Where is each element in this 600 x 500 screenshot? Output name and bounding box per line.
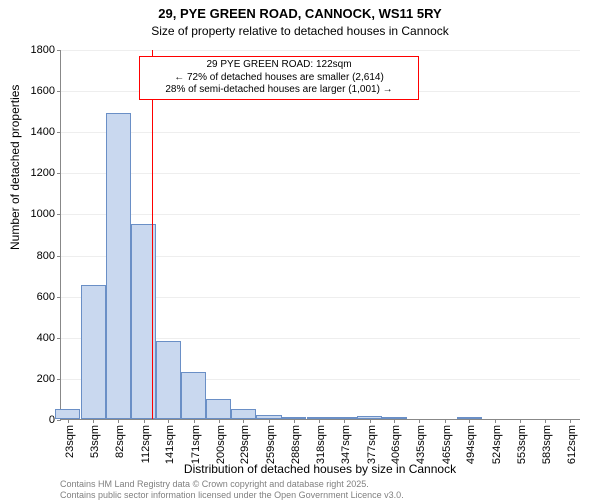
histogram-bar [106, 113, 131, 419]
x-tick [545, 419, 546, 423]
y-tick [57, 132, 61, 133]
y-tick [57, 256, 61, 257]
x-tick-label: 318sqm [315, 425, 327, 464]
x-tick-label: 200sqm [215, 425, 227, 464]
y-tick-label: 1400 [31, 126, 55, 138]
annotation-line: ← 72% of detached houses are smaller (2,… [146, 72, 412, 85]
gridline [61, 132, 580, 133]
x-tick [469, 419, 470, 423]
x-tick-label: 259sqm [265, 425, 277, 464]
x-tick-label: 524sqm [491, 425, 503, 464]
x-tick [219, 419, 220, 423]
x-tick [243, 419, 244, 423]
x-tick [495, 419, 496, 423]
y-tick-label: 1000 [31, 208, 55, 220]
x-tick [269, 419, 270, 423]
x-tick-label: 229sqm [239, 425, 251, 464]
annotation-line: 29 PYE GREEN ROAD: 122sqm [146, 59, 412, 72]
y-tick-label: 800 [37, 250, 55, 262]
x-tick [93, 419, 94, 423]
y-tick [57, 173, 61, 174]
x-tick-label: 377sqm [366, 425, 378, 464]
histogram-bar [181, 372, 206, 419]
y-axis-label: Number of detached properties [8, 85, 22, 250]
x-tick-label: 112sqm [140, 425, 152, 463]
property-marker-line [152, 50, 153, 419]
y-tick [57, 379, 61, 380]
y-tick-label: 400 [37, 332, 55, 344]
x-tick [344, 419, 345, 423]
x-tick-label: 141sqm [164, 425, 176, 464]
y-tick-label: 0 [49, 414, 55, 426]
x-tick [194, 419, 195, 423]
credits-line-2: Contains public sector information licen… [60, 490, 580, 500]
x-tick [294, 419, 295, 423]
gridline [61, 214, 580, 215]
gridline [61, 173, 580, 174]
x-tick-label: 612sqm [566, 425, 578, 464]
histogram-bar [55, 409, 80, 419]
chart-title: 29, PYE GREEN ROAD, CANNOCK, WS11 5RY [0, 6, 600, 21]
chart-container: { "title_line1": "29, PYE GREEN ROAD, CA… [0, 0, 600, 500]
y-tick-label: 1600 [31, 85, 55, 97]
y-tick [57, 420, 61, 421]
x-tick-label: 171sqm [190, 425, 202, 464]
y-tick [57, 214, 61, 215]
x-axis-label: Distribution of detached houses by size … [60, 462, 580, 476]
y-tick [57, 50, 61, 51]
x-tick-label: 435sqm [415, 425, 427, 464]
x-tick [319, 419, 320, 423]
y-tick-label: 1200 [31, 167, 55, 179]
plot-area: 02004006008001000120014001600180023sqm53… [60, 50, 580, 420]
x-tick [419, 419, 420, 423]
x-tick [370, 419, 371, 423]
annotation-box: 29 PYE GREEN ROAD: 122sqm← 72% of detach… [139, 56, 419, 100]
y-tick [57, 338, 61, 339]
x-tick [118, 419, 119, 423]
x-tick [68, 419, 69, 423]
x-tick-label: 347sqm [340, 425, 352, 464]
x-tick-label: 288sqm [290, 425, 302, 464]
gridline [61, 50, 580, 51]
x-tick [445, 419, 446, 423]
y-tick [57, 297, 61, 298]
credits-line-1: Contains HM Land Registry data © Crown c… [60, 479, 580, 489]
y-tick [57, 91, 61, 92]
x-tick-label: 53sqm [89, 425, 101, 458]
histogram-bar [206, 399, 231, 419]
x-tick-label: 82sqm [114, 425, 126, 458]
y-tick-label: 1800 [31, 44, 55, 56]
y-tick-label: 600 [37, 291, 55, 303]
chart-subtitle: Size of property relative to detached ho… [0, 24, 600, 38]
x-tick [394, 419, 395, 423]
x-tick-label: 583sqm [541, 425, 553, 464]
x-tick-label: 553sqm [516, 425, 528, 464]
x-tick-label: 23sqm [64, 425, 76, 458]
x-tick-label: 406sqm [390, 425, 402, 464]
annotation-line: 28% of semi-detached houses are larger (… [146, 84, 412, 97]
x-tick [570, 419, 571, 423]
x-tick [520, 419, 521, 423]
x-tick [144, 419, 145, 423]
x-tick [168, 419, 169, 423]
x-tick-label: 465sqm [441, 425, 453, 464]
histogram-bar [156, 341, 181, 419]
histogram-bar [231, 409, 256, 419]
x-tick-label: 494sqm [465, 425, 477, 464]
y-tick-label: 200 [37, 373, 55, 385]
histogram-bar [81, 285, 106, 419]
